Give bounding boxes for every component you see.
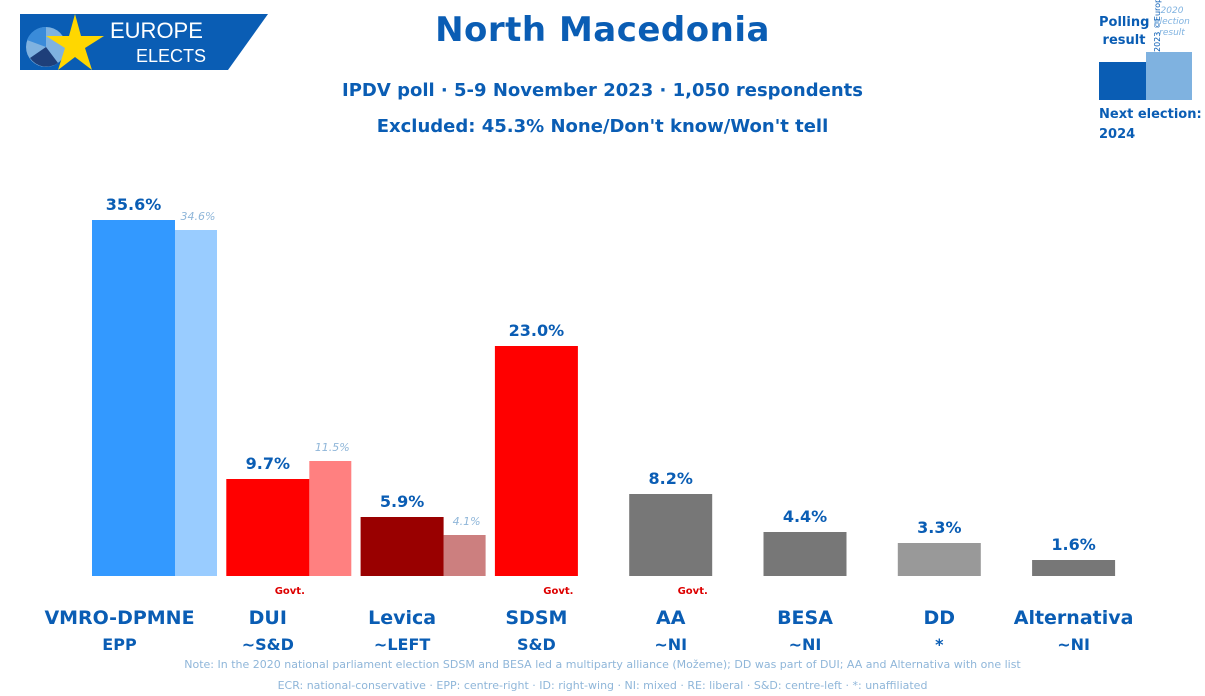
poll-value-label-3: 23.0% — [509, 321, 565, 340]
next-election-label: Next election: — [1099, 107, 1202, 122]
footnote-groups: ECR: national-conservative · EPP: centre… — [277, 679, 928, 692]
group-label-4: ~NI — [654, 635, 687, 654]
govt-marker-4: Govt. — [678, 586, 708, 597]
election-value-label-2: 4.1% — [453, 515, 481, 528]
poll-value-label-4: 8.2% — [649, 469, 693, 488]
page-title: North Macedonia — [435, 10, 770, 50]
category-label-6: DD — [924, 607, 956, 629]
bar-election-0 — [175, 230, 217, 576]
category-label-1: DUI — [249, 607, 287, 629]
poll-value-label-7: 1.6% — [1051, 535, 1095, 554]
bar-poll-5 — [763, 532, 847, 576]
legend-election-swatch — [1146, 52, 1192, 100]
category-label-4: AA — [656, 607, 686, 629]
poll-value-label-1: 9.7% — [246, 454, 290, 473]
poll-subtitle: IPDV poll · 5-9 November 2023 · 1,050 re… — [342, 80, 863, 101]
logo-text-elects: ELECTS — [136, 46, 206, 66]
govt-marker-3: Govt. — [543, 586, 573, 597]
excluded-note: Excluded: 45.3% None/Don't know/Won't te… — [376, 116, 829, 137]
category-label-0: VMRO-DPMNE — [44, 607, 194, 629]
group-label-7: ~NI — [1057, 635, 1090, 654]
govt-marker-1: Govt. — [275, 586, 305, 597]
legend-polling-swatch — [1099, 62, 1148, 100]
poll-value-label-6: 3.3% — [917, 518, 961, 537]
election-value-label-1: 11.5% — [315, 441, 350, 454]
europe-elects-logo: EUROPE ELECTS — [20, 14, 268, 70]
bar-poll-2 — [360, 517, 444, 576]
election-value-label-0: 34.6% — [181, 210, 216, 223]
legend-polling-label: Polling result — [1099, 15, 1150, 48]
poll-value-label-0: 35.6% — [106, 195, 162, 214]
bar-poll-6 — [897, 543, 981, 576]
bar-election-1 — [309, 461, 352, 576]
bar-poll-1 — [226, 479, 310, 576]
category-label-3: SDSM — [505, 607, 567, 629]
bar-poll-4 — [629, 494, 713, 576]
poll-value-label-5: 4.4% — [783, 507, 827, 526]
logo-text-europe: EUROPE — [110, 18, 203, 43]
footnote-alliance: Note: In the 2020 national parliament el… — [184, 658, 1021, 671]
bar-poll-7 — [1032, 560, 1116, 576]
category-label-2: Levica — [368, 607, 436, 629]
bar-poll-3 — [494, 346, 578, 576]
group-label-5: ~NI — [789, 635, 822, 654]
group-label-2: ~LEFT — [374, 635, 430, 654]
legend-election-label: 2020 election result — [1154, 6, 1190, 38]
category-label-5: BESA — [777, 607, 833, 629]
bar-election-2 — [443, 535, 486, 576]
category-label-7: Alternativa — [1014, 607, 1134, 629]
poll-value-label-2: 5.9% — [380, 492, 424, 511]
bar-poll-0 — [92, 220, 175, 576]
next-election-value: 2024 — [1099, 127, 1136, 142]
legend: Polling result 2020 election result Next… — [1095, 0, 1205, 150]
logo-star-icon — [46, 14, 104, 70]
group-label-3: S&D — [517, 635, 556, 654]
group-label-1: ~S&D — [242, 635, 294, 654]
group-label-0: EPP — [102, 635, 137, 654]
group-label-6: * — [935, 635, 944, 654]
